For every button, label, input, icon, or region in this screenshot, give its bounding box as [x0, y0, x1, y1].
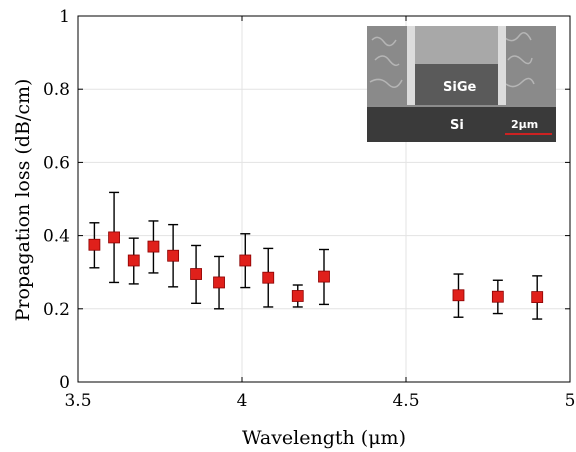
y-tick-label-0.8: 0.8 [43, 80, 70, 100]
data-point-marker [239, 254, 252, 267]
y-tick-label-0.6: 0.6 [43, 153, 70, 173]
data-point-marker [262, 271, 275, 284]
data-point-marker [452, 289, 465, 302]
inset-label-si: Si [450, 118, 464, 133]
y-tick-label-0.2: 0.2 [43, 300, 70, 320]
inset-label-sige: SiGe [443, 80, 476, 95]
axis-ticks [77, 15, 571, 383]
inset-scale-bar-label: 2μm [511, 118, 538, 131]
plot-area-frame [77, 15, 571, 383]
y-tick-label-0: 0 [59, 373, 70, 393]
x-axis-label: Wavelength (μm) [242, 427, 406, 449]
data-point-marker [147, 240, 160, 253]
y-tick-label-1: 1 [59, 7, 70, 27]
data-point-marker [318, 270, 330, 283]
data-point-marker [491, 290, 504, 303]
sem-inset-image: SiGe Si 2μm [367, 26, 556, 142]
data-point-marker [213, 276, 225, 289]
y-tick-label-0.4: 0.4 [43, 227, 70, 247]
x-tick-label-4.5: 4.5 [392, 391, 419, 411]
x-tick-label-3.5: 3.5 [64, 391, 91, 411]
y-axis-label: Propagation loss (dB/cm) [12, 79, 34, 322]
data-point-marker [167, 249, 180, 262]
data-point-marker [531, 291, 544, 303]
data-point-marker [291, 290, 304, 302]
x-tick-label-4: 4 [237, 391, 248, 411]
x-tick-label-5: 5 [565, 391, 576, 411]
data-point-marker [190, 268, 202, 280]
data-point-marker [88, 238, 101, 251]
data-point-marker [108, 231, 120, 244]
data-markers [88, 231, 544, 303]
data-point-marker [127, 254, 140, 267]
